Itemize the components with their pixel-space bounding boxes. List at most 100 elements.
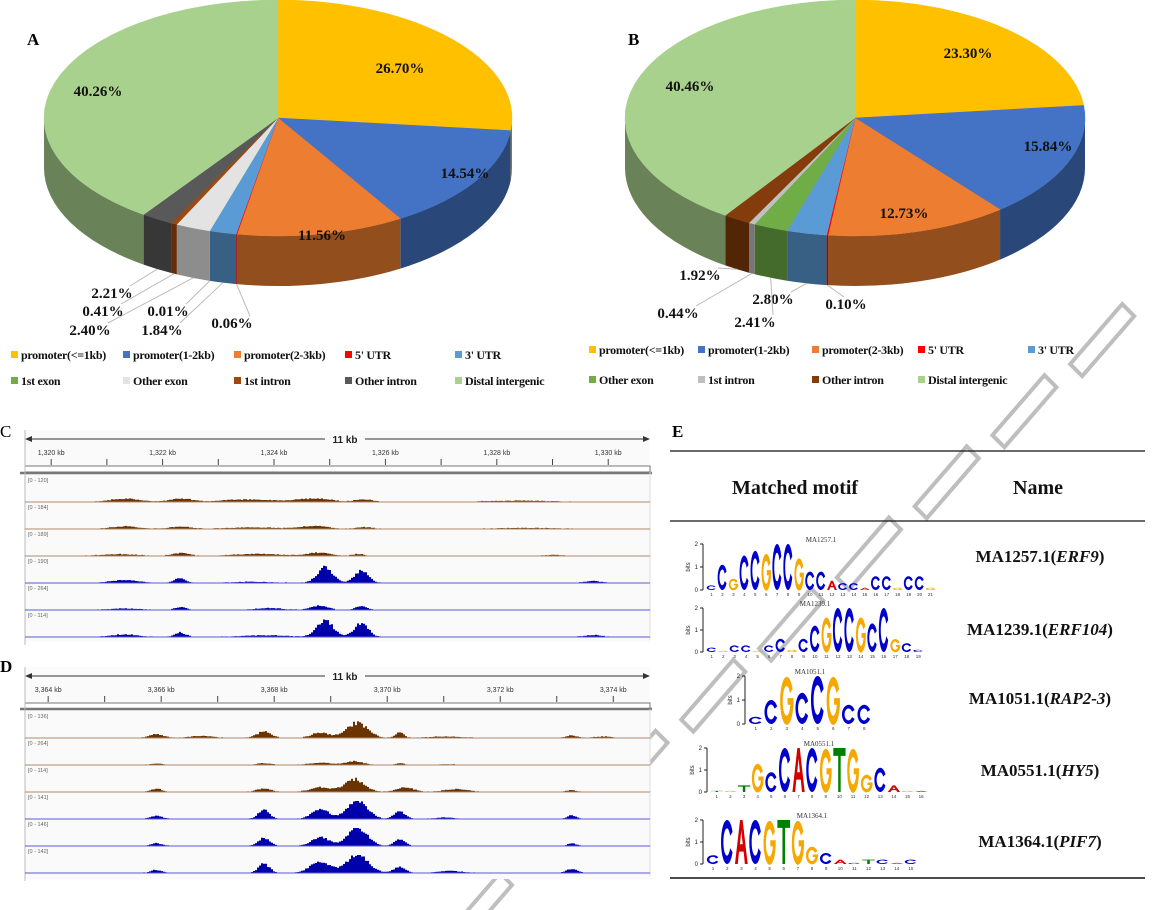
leader-line [107, 277, 194, 324]
logo-letter-C [783, 544, 793, 590]
logo-position: 2 [770, 726, 773, 731]
logo-letter-C [849, 583, 859, 590]
pie-label: 40.26% [74, 84, 123, 100]
leader-line [129, 268, 158, 287]
pie-side-4 [787, 230, 827, 286]
legend-item: promoter(<=1kb) [11, 348, 106, 362]
logo-letter-C [857, 704, 871, 724]
logo-letter-G [890, 639, 901, 653]
logo-letter-C [901, 643, 912, 652]
pie-side-7 [725, 215, 750, 273]
legend-label: promoter(2-3kb) [822, 343, 904, 357]
pie-label: 2.80% [752, 292, 793, 308]
track-range-label: [0 - 189] [28, 532, 49, 538]
logo-position: 1 [712, 866, 715, 871]
span-label-bg [325, 670, 365, 682]
legend-item: promoter(2-3kb) [234, 348, 326, 362]
logo-position: 11 [819, 592, 824, 597]
logo-letter-C [717, 564, 727, 590]
logo-position: 10 [837, 794, 843, 799]
pie-side-2 [828, 209, 1001, 286]
pie-side-1 [400, 130, 511, 269]
legend-label: Other exon [133, 374, 188, 388]
browser-background [25, 667, 650, 879]
motif-id: MA0551.1( [980, 761, 1062, 780]
logo-position: 21 [928, 592, 934, 597]
motif-name-suffix: ) [1098, 547, 1105, 566]
logo-letter-G [860, 774, 873, 793]
logo-y-tick-label: 1 [737, 698, 741, 704]
logo-y-tick-label: 2 [695, 818, 699, 824]
coverage-area [25, 777, 651, 792]
logo-position: 20 [917, 592, 923, 597]
pie-label: 12.73% [880, 206, 929, 222]
logo-letter-G [821, 617, 832, 653]
coverage-track: [0 - 141] [25, 795, 651, 820]
logo-position: 16 [919, 794, 925, 799]
leader-line [185, 280, 211, 305]
logo-letter-C [878, 608, 889, 652]
legend-swatch [455, 351, 462, 358]
genome-browser-d: 11 kb 3,364 kb 3,366 kb 3,368 kb 3,370 kb 3,3… [20, 667, 652, 881]
logo-position: 17 [884, 592, 890, 597]
logo-position: 15 [908, 866, 914, 871]
pie-label: 26.70% [376, 61, 425, 77]
logo-title: MA1051.1 [795, 668, 826, 676]
coverage-area [25, 552, 651, 556]
logo-letter-C [778, 748, 791, 792]
legend-item: Distal intergenic [455, 374, 545, 388]
logo-letter-A [915, 790, 928, 792]
leader-line [236, 283, 251, 317]
pie-label: 0.01% [147, 304, 188, 320]
legend-label: promoter(1-2kb) [708, 343, 790, 357]
logo-letter-C [832, 608, 843, 652]
pie-label: 14.54% [441, 166, 490, 182]
genome-browser-c: 11 kb 1,320 kb 1,322 kb 1,324 kb 1,326 kb 1,3… [20, 430, 652, 645]
legend-item: Other intron [345, 374, 417, 388]
track-range-label: [0 - 114] [28, 768, 48, 774]
leader-line [827, 284, 845, 298]
logo-y-tick-label: 2 [695, 606, 699, 612]
track-range-label: [0 - 114] [28, 613, 48, 619]
logo-letter-G [724, 790, 737, 793]
logo-position: 15 [905, 794, 911, 799]
coverage-track: [0 - 146] [25, 822, 651, 847]
legend-label: Other intron [822, 373, 884, 387]
pie-label: 1.84% [141, 323, 182, 339]
logo-position: 1 [716, 794, 719, 799]
tick-label: 1,320 kb [38, 450, 65, 457]
logo-position: 7 [776, 592, 779, 597]
pie-label: 0.10% [825, 297, 866, 313]
logo-letter-C [706, 647, 717, 652]
logo-letter-C [775, 638, 785, 652]
logo-letter-A [792, 748, 805, 792]
logo-position: 3 [732, 592, 735, 597]
logo-letter-C [903, 576, 913, 590]
legend-swatch [918, 346, 925, 353]
logo-letter-C [795, 692, 809, 724]
logo-position: 14 [894, 866, 900, 871]
logo-position: 5 [754, 592, 757, 597]
logo-position: 12 [829, 592, 835, 597]
coverage-area [25, 619, 651, 637]
logo-letter-G [847, 748, 859, 793]
logo-position: 8 [787, 592, 790, 597]
legend-label: 1st intron [244, 374, 291, 388]
pie-side-8 [143, 214, 172, 274]
logo-letter-G [901, 790, 914, 793]
panel-label-b: B [628, 30, 640, 49]
logo-position: 7 [797, 794, 800, 799]
logo-position: 14 [891, 794, 897, 799]
tick-label: 1,326 kb [372, 450, 399, 457]
legend-swatch [812, 376, 819, 383]
legend-label: Other exon [599, 373, 654, 387]
logo-letter-G [780, 676, 794, 725]
legend-label: 3' UTR [1038, 343, 1074, 357]
legend-item: promoter(1-2kb) [123, 348, 215, 362]
logo-letter-G [728, 578, 739, 591]
logo-position: 10 [838, 866, 844, 871]
legend-label: 1st intron [708, 373, 755, 387]
coverage-track: [0 - 114] [25, 613, 651, 638]
logo-y-axis-label: bits [686, 562, 692, 571]
logo-position: 2 [722, 654, 725, 659]
